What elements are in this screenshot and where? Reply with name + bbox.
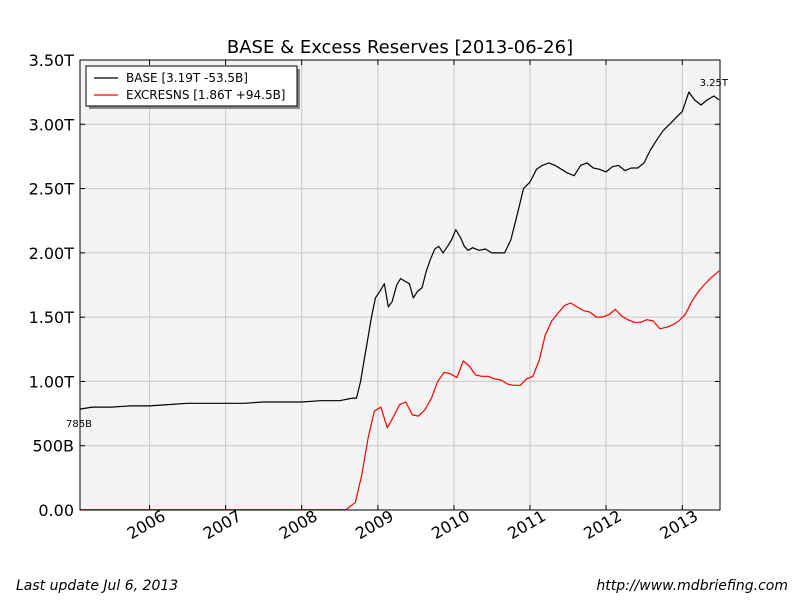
grid [80, 59, 720, 511]
plot-frame [79, 59, 721, 511]
x-tick-label: 2006 [124, 506, 169, 543]
annotation-label: 3.25T [700, 78, 729, 89]
series-line-1 [80, 270, 720, 511]
legend-box [85, 65, 298, 107]
x-tick-label: 2010 [428, 506, 473, 543]
x-tick-label: 2007 [200, 506, 245, 543]
y-tick-label: 1.00T [29, 372, 75, 391]
annotation-label: 785B [66, 419, 92, 430]
y-tick-label: 0.00 [38, 501, 74, 520]
legend[interactable]: BASE [3.19T -53.5B] EXCRESNS [1.86T +94.5… [85, 65, 300, 109]
x-tick-label: 2013 [656, 506, 701, 543]
y-tick-label: 500B [32, 437, 74, 456]
legend-label: EXCRESNS [1.86T +94.5B] [126, 88, 286, 102]
source-url-link[interactable]: http://www.mdbriefing.com [596, 578, 788, 594]
legend-label: BASE [3.19T -53.5B] [126, 71, 248, 85]
x-tick-label: 2008 [276, 506, 321, 543]
x-tick-label: 2009 [352, 506, 397, 543]
series-line-0 [79, 91, 720, 410]
series-layer [79, 91, 720, 511]
y-tick-label: 2.00T [29, 244, 75, 263]
y-tick-label: 3.50T [29, 51, 75, 70]
y-tick-label: 1.50T [29, 308, 75, 327]
last-update-text: Last update Jul 6, 2013 [16, 578, 179, 594]
x-tick-label: 2012 [580, 506, 625, 543]
y-tick-label: 3.00T [29, 115, 75, 134]
x-tick-label: 2011 [504, 506, 549, 543]
y-tick-label: 2.50T [29, 180, 75, 199]
plot-area [80, 60, 720, 510]
annotations: 785B 3.25T [66, 78, 729, 430]
chart-title: BASE & Excess Reserves [2013-06-26] [227, 37, 573, 58]
